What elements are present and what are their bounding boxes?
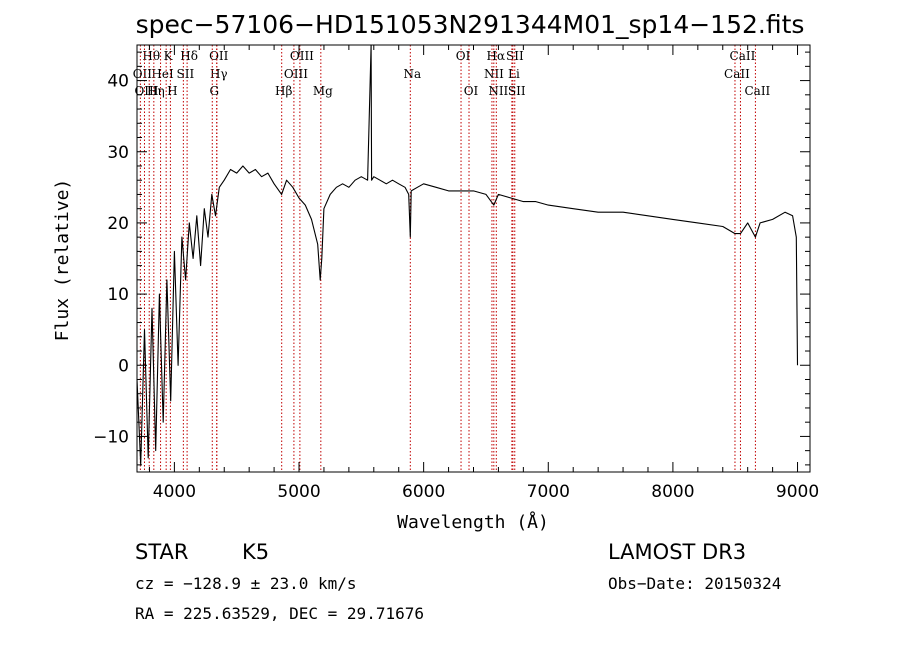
marker-label: OIII (290, 49, 314, 63)
y-tick-label: 20 (107, 214, 129, 234)
marker-label: G (209, 84, 219, 98)
marker-label: Li (508, 67, 520, 81)
x-axis-label: Wavelength (Å) (397, 511, 549, 533)
line-markers: HθKHδOIIOIIIOIHαSIICaIIOIIHeISIIHγOIIINa… (133, 45, 771, 472)
y-tick-label: 40 (107, 72, 129, 92)
x-tick-label: 8000 (651, 482, 694, 502)
marker-label: CaII (724, 67, 750, 81)
marker-label: Hη (147, 84, 165, 98)
marker-label: Hβ (275, 84, 292, 98)
axis-ticks: 4000 5000 6000 7000 8000 9000 −10 0 10 20 30 40 (93, 45, 819, 502)
marker-label: Hγ (210, 67, 228, 81)
marker-label: K (164, 49, 174, 63)
x-tick-label: 6000 (402, 482, 445, 502)
marker-label: NII (488, 84, 508, 98)
marker-label: H (167, 84, 177, 98)
object-subclass: K5 (242, 540, 269, 564)
object-class: STAR (135, 540, 188, 564)
marker-label: Na (403, 67, 421, 81)
x-tick-label: 9000 (776, 482, 819, 502)
marker-label: Mg (313, 84, 333, 98)
marker-label: SII (177, 67, 195, 81)
chart-title: spec−57106−HD151053N291344M01_sp14−152.f… (136, 10, 805, 39)
series-line-spectrum (136, 44, 799, 466)
marker-label: CaII (744, 84, 770, 98)
marker-label: CaII (730, 49, 756, 63)
x-tick-label: 4000 (153, 482, 196, 502)
y-tick-label: 10 (107, 285, 129, 305)
marker-label: HeI (151, 67, 174, 81)
marker-label: OI (464, 84, 479, 98)
marker-label: SII (508, 84, 526, 98)
y-tick-label: 0 (118, 356, 129, 376)
spectrum-series (136, 44, 799, 466)
plot-frame (136, 44, 811, 473)
marker-label: OII (133, 67, 153, 81)
coordinates: RA = 225.63529, DEC = 29.71676 (135, 604, 424, 623)
survey-name: LAMOST DR3 (608, 540, 746, 564)
redshift-text: cz = −128.9 ± 23.0 km/s (135, 574, 357, 593)
marker-label: Hθ (142, 49, 160, 63)
marker-label: OIII (284, 67, 308, 81)
y-tick-label: 30 (107, 143, 129, 163)
marker-label: NII (484, 67, 504, 81)
y-tick-label: −10 (93, 427, 129, 447)
marker-label: OI (456, 49, 471, 63)
x-tick-label: 5000 (277, 482, 320, 502)
marker-label: OII (209, 49, 229, 63)
marker-label: Hδ (180, 49, 198, 63)
y-axis-label: Flux (relative) (52, 179, 73, 342)
obs-date: Obs−Date: 20150324 (608, 574, 781, 593)
x-tick-label: 7000 (527, 482, 570, 502)
